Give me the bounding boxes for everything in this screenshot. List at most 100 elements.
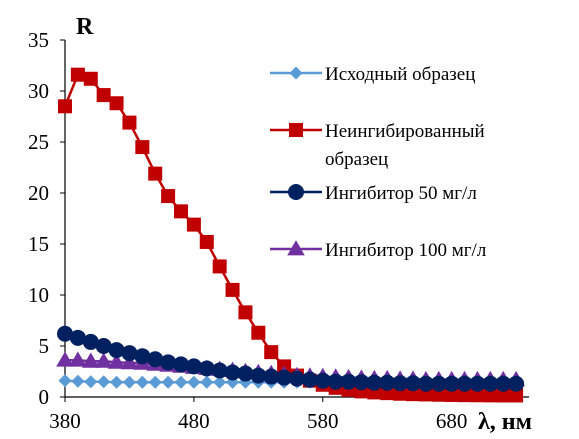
data-point [200,375,214,389]
legend-label: Неингибированный [325,121,485,142]
data-point [406,387,420,402]
data-point [213,375,227,389]
data-point [120,354,139,370]
data-point [58,374,72,388]
legend-entry: Ингибитор 50 мг/л [270,183,477,204]
data-point [264,345,279,360]
data-point [431,387,446,402]
y-tick-label: 20 [28,181,49,205]
legend-label: Исходный образец [325,64,475,85]
data-point [108,342,125,359]
data-point [107,353,126,369]
legend-entry: Ингибитор 100 мг/л [270,240,487,261]
data-point [161,189,176,204]
data-point [71,374,85,388]
data-point [456,375,473,392]
data-point [96,88,111,103]
data-point [69,329,86,346]
x-tick-label: 380 [49,409,81,433]
legend: Исходный образец Неингибированный образец И… [270,64,487,261]
legend-label: Ингибитор 50 мг/л [325,183,477,204]
legend-marker [288,184,304,200]
x-tick-label: 580 [307,409,339,433]
data-point [122,115,137,130]
y-tick-label: 10 [28,283,49,307]
data-point [379,374,396,391]
data-point [418,387,433,402]
y-tick-label: 5 [39,334,50,358]
x-axis-title: λ, нм [478,409,532,435]
legend-marker [289,123,303,137]
data-point [187,375,201,389]
data-point [238,305,253,320]
legend-label: Ингибитор 100 мг/л [325,240,487,261]
y-tick-label: 30 [28,79,49,103]
data-point [121,345,138,362]
data-point [174,375,188,389]
data-point [81,352,100,368]
data-point [199,234,214,249]
data-point [263,368,280,385]
legend-entry: Исходный образец [270,64,475,85]
legend-marker [289,66,303,80]
data-point [470,388,485,403]
data-point [237,365,254,382]
data-point [443,375,460,392]
legend-entry: Неингибированный образец [270,121,485,170]
data-point [508,375,525,392]
data-point [186,217,201,232]
data-point [405,375,421,392]
y-tick-label: 0 [39,385,50,409]
axes: 0 5 10 15 20 25 30 35 380 480 580 680 [28,28,529,433]
data-point [276,369,293,386]
data-point [327,373,344,390]
data-point [161,375,175,389]
data-point [198,360,215,377]
data-point [109,96,124,111]
legend-label: образец [325,149,388,170]
data-point [58,99,72,114]
data-point [366,374,383,391]
data-point [340,373,357,390]
data-point [224,364,241,381]
data-point [250,367,267,384]
data-point [289,370,305,387]
data-point [160,354,177,371]
data-point [509,388,524,403]
data-point [185,358,202,375]
data-point [417,375,434,392]
data-point [122,375,136,389]
data-point [301,371,318,388]
data-point [69,351,87,367]
data-point [469,375,486,392]
y-tick-label: 25 [28,130,49,154]
x-tick-label: 680 [436,409,468,433]
data-point [225,282,240,297]
data-point [392,375,409,392]
data-point [212,259,227,274]
data-point [134,348,151,365]
data-point [135,140,150,155]
data-point [83,71,98,86]
legend-marker [287,240,305,256]
data-point [483,388,498,403]
y-tick-label: 35 [28,28,49,52]
data-point [147,351,164,368]
data-point [174,204,188,219]
data-point [95,338,112,354]
y-axis-title: R [76,14,94,40]
series-circle [57,325,525,392]
data-point [482,375,499,392]
data-point [314,372,331,389]
data-point [110,375,124,389]
data-point [353,374,370,391]
data-point [457,388,472,403]
x-tick-label: 480 [178,409,210,433]
data-point [84,375,98,389]
data-point [173,356,189,373]
data-point [251,325,266,340]
data-point [148,375,162,389]
data-point [211,362,228,379]
data-point [495,375,512,392]
y-tick-label: 15 [28,232,49,256]
